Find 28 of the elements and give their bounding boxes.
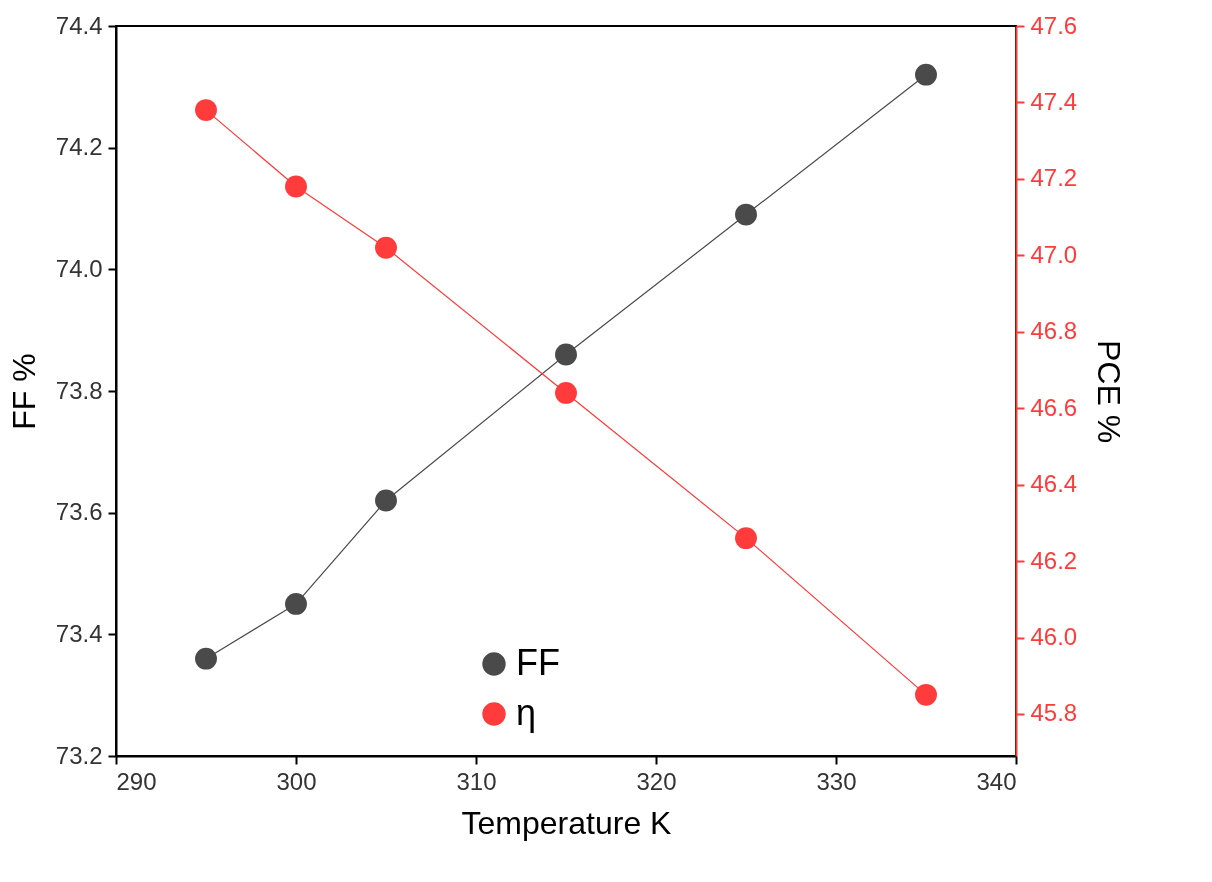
x-tick-label: 290 xyxy=(116,767,157,795)
x-tick-label: 330 xyxy=(816,767,857,795)
x-tick-label: 310 xyxy=(456,767,497,795)
y2-tick-label: 47.2 xyxy=(1030,164,1078,192)
y-tick-label: 73.2 xyxy=(55,741,103,769)
legend-label: η xyxy=(516,692,537,733)
y-tick-label: 73.8 xyxy=(55,376,103,404)
y-tick-label: 74.2 xyxy=(55,133,103,161)
y2-tick-label: 47.4 xyxy=(1030,87,1078,115)
y-tick-label: 73.6 xyxy=(55,498,103,526)
y2-tick-label: 46.2 xyxy=(1030,546,1078,574)
y-tick-label: 74.0 xyxy=(55,254,103,282)
y-tick-label: 73.4 xyxy=(55,619,103,647)
y2-tick-label: 46.4 xyxy=(1030,470,1078,498)
x-tick-label: 340 xyxy=(976,767,1017,795)
y-axis-title: FF % xyxy=(5,353,42,430)
x-axis-title: Temperature K xyxy=(461,804,672,841)
y2-axis-title: PCE % xyxy=(1091,339,1128,444)
x-tick-label: 300 xyxy=(276,767,317,795)
y2-tick-label: 46.8 xyxy=(1030,317,1078,345)
x-tick-label: 320 xyxy=(636,767,677,795)
y2-tick-label: 47.6 xyxy=(1030,11,1078,39)
y2-tick-label: 47.0 xyxy=(1030,240,1078,268)
y2-tick-label: 45.8 xyxy=(1030,699,1078,727)
legend-label: FF xyxy=(516,642,560,683)
y2-tick-label: 46.0 xyxy=(1030,623,1078,651)
y-tick-label: 74.4 xyxy=(55,11,103,39)
y2-tick-label: 46.6 xyxy=(1030,393,1078,421)
